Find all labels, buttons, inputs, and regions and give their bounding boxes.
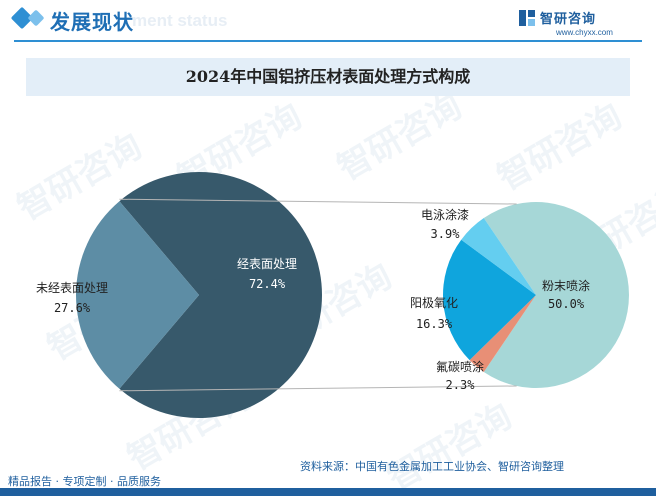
brand-logo-text: 智研咨询 — [540, 12, 597, 27]
breakdown-slice-powder-coating — [483, 202, 629, 389]
footer-bar — [0, 488, 656, 496]
value-anodizing: 16.3% — [416, 317, 453, 331]
source-note: 资料来源：中国有色金属加工工业协会、智研咨询整理 — [300, 460, 564, 473]
section-title: 发展现状 — [50, 10, 134, 34]
label-fluorocarbon: 氟碳喷涂 — [436, 359, 484, 374]
breakdown-slice-fluorocarbon — [469, 295, 536, 372]
brand-logo-icon — [519, 10, 535, 26]
label-anodizing: 阳极氧化 — [410, 296, 458, 310]
brand-logo: 智研咨询 www.chyxx.com — [518, 8, 638, 42]
label-treated: 经表面处理 — [237, 257, 297, 271]
main-slice-untreated — [75, 201, 199, 389]
label-powder-coating: 粉末喷涂 — [542, 278, 590, 293]
label-untreated: 未经表面处理 — [36, 281, 108, 295]
label-electrophoretic: 电泳涂漆 — [421, 207, 469, 222]
chart-title-bar: 2024年中国铝挤压材表面处理方式构成 — [26, 58, 630, 96]
brand-logo-url: www.chyxx.com — [556, 28, 613, 37]
header-divider — [14, 40, 642, 42]
chart-title: 2024年中国铝挤压材表面处理方式构成 — [185, 67, 471, 86]
value-powder-coating: 50.0% — [548, 297, 585, 311]
breakdown-slice-anodizing — [443, 239, 536, 361]
footer-tagline: 精品报告 · 专项定制 · 品质服务 — [8, 475, 161, 488]
value-electrophoretic: 3.9% — [431, 227, 461, 241]
main-slice-treated — [119, 171, 322, 418]
value-untreated: 27.6% — [54, 301, 91, 315]
header: 发展现状 ment status 智研咨询 www.chyxx.com — [0, 0, 656, 44]
value-treated: 72.4% — [249, 277, 286, 291]
connector-line-top — [119, 198, 517, 205]
value-fluorocarbon: 2.3% — [446, 378, 476, 392]
breakdown-slice-electrophoretic — [461, 218, 536, 295]
connector-line-bottom — [119, 385, 517, 392]
section-subtitle: ment status — [132, 11, 228, 30]
